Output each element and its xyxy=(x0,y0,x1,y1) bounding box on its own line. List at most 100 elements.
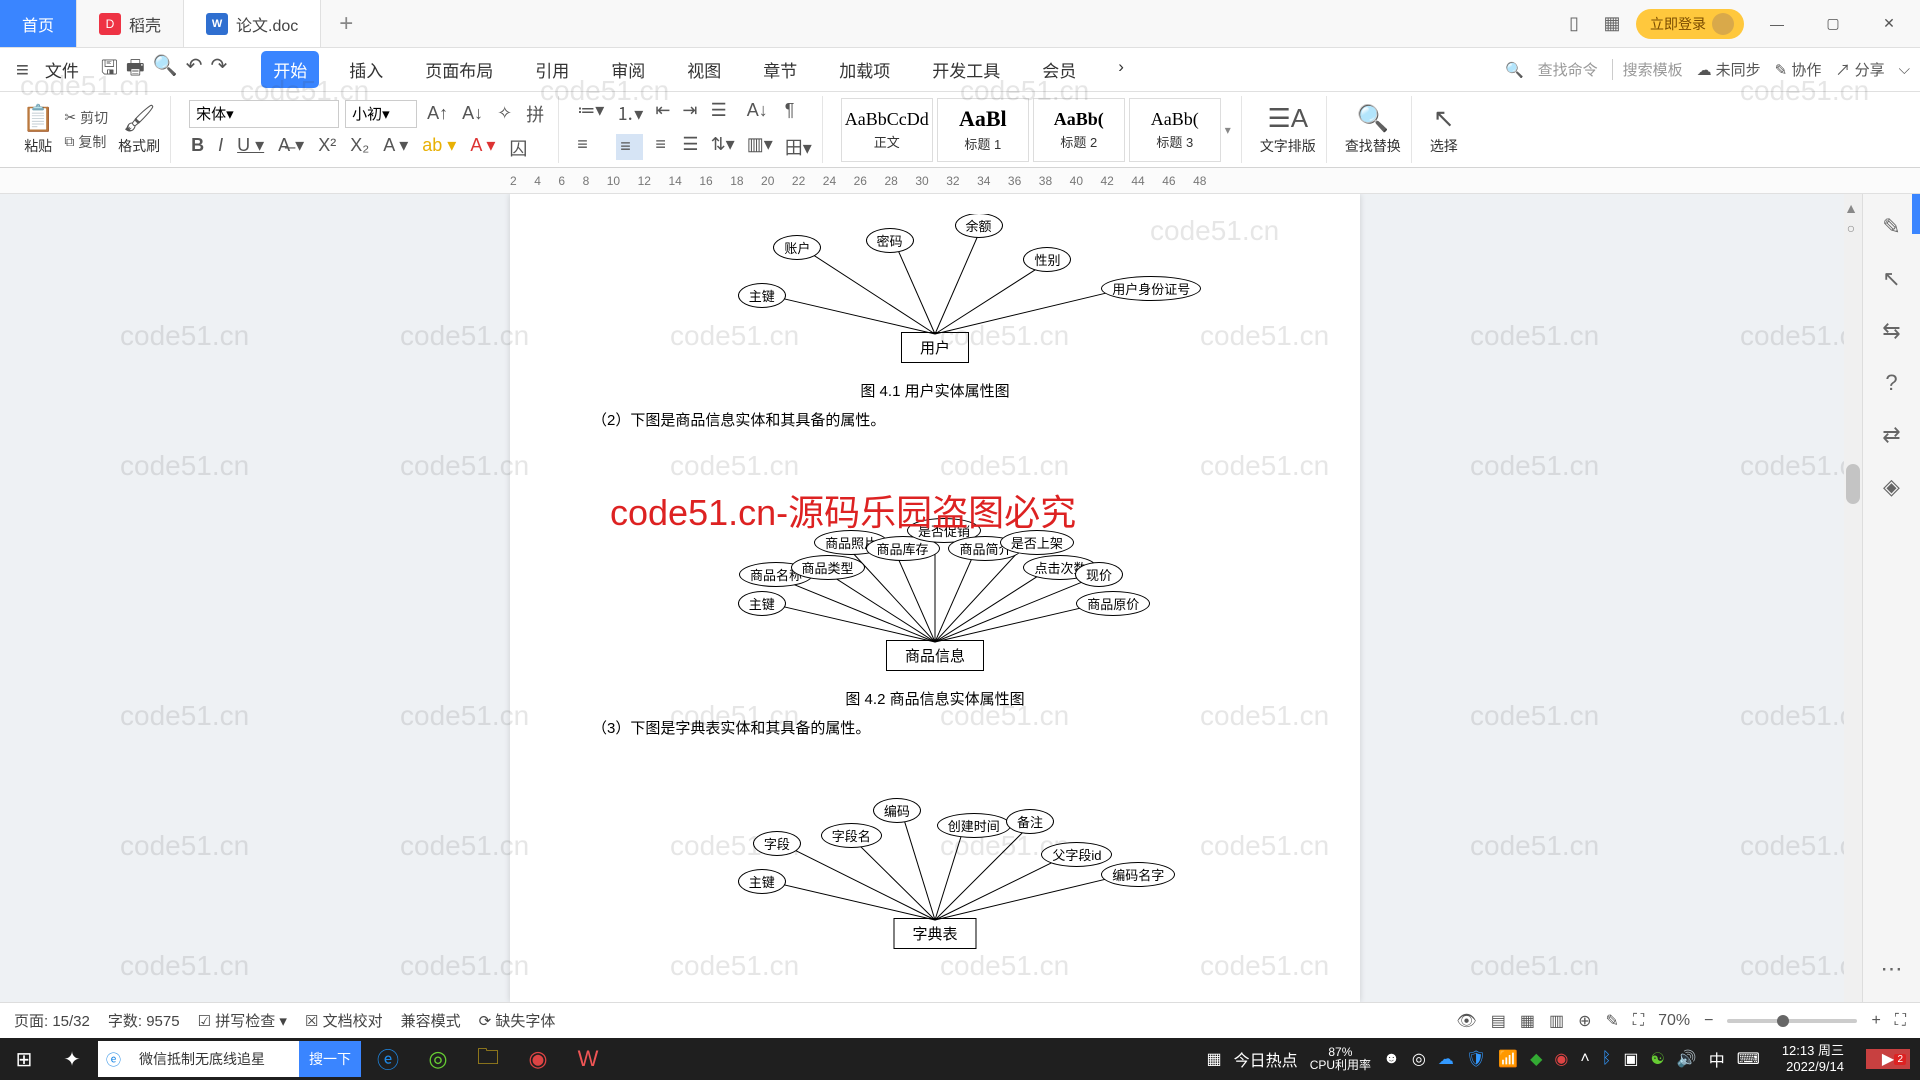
number-list[interactable]: ⒈▾ xyxy=(616,100,643,126)
copy-button[interactable]: ⧉ 复制 xyxy=(64,132,108,152)
zoom-fit-icon[interactable]: ⛶ xyxy=(1633,1012,1644,1030)
split-icon[interactable]: ▯ xyxy=(1560,10,1588,38)
location-icon[interactable]: ◈ xyxy=(1883,474,1900,500)
tray-ime[interactable]: 中 xyxy=(1709,1047,1725,1071)
collab-button[interactable]: ✎ 协作 xyxy=(1775,59,1822,80)
sort[interactable]: A↓ xyxy=(747,100,773,126)
notes-icon[interactable]: ✎ xyxy=(1605,1011,1618,1031)
scroll-thumb[interactable] xyxy=(1846,464,1860,504)
search-command[interactable]: 查找命令 xyxy=(1538,59,1598,80)
justify[interactable]: ☰ xyxy=(682,134,698,160)
style-h2[interactable]: AaBb(标题 2 xyxy=(1033,98,1125,162)
redo-icon[interactable]: ↷ xyxy=(210,53,227,87)
tray-grid-icon[interactable]: ▦ xyxy=(1207,1049,1222,1069)
file-menu[interactable]: 文件 xyxy=(37,57,87,82)
font-color[interactable]: A ▾ xyxy=(468,135,497,161)
tray-icon1[interactable]: ☻ xyxy=(1383,1050,1400,1068)
tab-reference[interactable]: 引用 xyxy=(523,51,581,88)
taskbar-clock[interactable]: 12:13 周三 2022/9/14 xyxy=(1772,1043,1854,1074)
text-layout-button[interactable]: ☰A文字排版 xyxy=(1260,103,1316,156)
missing-fonts[interactable]: ⟳ 缺失字体 xyxy=(479,1010,556,1031)
find-replace-button[interactable]: 🔍查找替换 xyxy=(1345,103,1401,156)
tray-volume-icon[interactable]: 🔊 xyxy=(1677,1049,1697,1069)
minimize-button[interactable]: — xyxy=(1754,4,1800,44)
sync-status[interactable]: ☁未同步 xyxy=(1697,59,1761,80)
zoom-slider[interactable] xyxy=(1727,1019,1857,1023)
increase-font[interactable]: A↑ xyxy=(423,101,452,126)
tab-insert[interactable]: 插入 xyxy=(337,51,395,88)
more-icon[interactable]: ⋯ xyxy=(1881,956,1903,982)
paste-button[interactable]: 📋粘贴 xyxy=(22,103,54,156)
outdent[interactable]: ⇤ xyxy=(655,100,670,126)
app-360[interactable]: ◎ xyxy=(413,1038,463,1080)
grid-icon[interactable]: ▦ xyxy=(1598,10,1626,38)
tray-icon5[interactable]: ◆ xyxy=(1530,1049,1542,1069)
view-web-icon[interactable]: ▥ xyxy=(1549,1011,1564,1031)
zoom-thumb[interactable] xyxy=(1777,1015,1789,1027)
tray-hot[interactable]: 今日热点 xyxy=(1234,1047,1298,1071)
ruler[interactable]: 2468101214161820222426283032343638404244… xyxy=(0,168,1920,194)
hamburger-icon[interactable]: ≡ xyxy=(10,57,35,83)
style-h1[interactable]: AaBl标题 1 xyxy=(937,98,1029,162)
scroll-up-icon[interactable]: ▲ xyxy=(1844,200,1858,216)
translate-icon[interactable]: ⇄ xyxy=(1882,422,1900,448)
indent[interactable]: ⇥ xyxy=(682,100,698,126)
search-cmd-icon[interactable]: 🔍 xyxy=(1505,61,1524,79)
strike-button[interactable]: A̶ ▾ xyxy=(276,135,306,161)
tab-document[interactable]: W 论文.doc xyxy=(184,0,321,47)
eye-icon[interactable]: 👁 xyxy=(1456,1011,1476,1031)
borders[interactable]: 田▾ xyxy=(785,134,812,160)
select-button[interactable]: ↖选择 xyxy=(1430,103,1458,156)
zoom-value[interactable]: 70% xyxy=(1658,1012,1690,1030)
tab-addin[interactable]: 加载项 xyxy=(827,51,902,88)
asian-layout[interactable]: ☰ xyxy=(711,100,735,126)
maximize-button[interactable]: ▢ xyxy=(1810,4,1856,44)
tray-icon2[interactable]: ◎ xyxy=(1412,1049,1426,1069)
app-music[interactable]: ◉ xyxy=(513,1038,563,1080)
tray-icon3[interactable]: ☁ xyxy=(1438,1049,1454,1069)
tab-layout[interactable]: 页面布局 xyxy=(413,51,505,88)
align-right[interactable]: ≡ xyxy=(655,134,670,160)
fullscreen-icon[interactable]: ⛶ xyxy=(1895,1012,1906,1030)
view-page-icon[interactable]: ▤ xyxy=(1491,1011,1506,1031)
tray-bt-icon[interactable]: ᛒ xyxy=(1602,1050,1612,1068)
slider-icon[interactable]: ⇆ xyxy=(1882,318,1900,344)
app-ie[interactable]: ⓔ xyxy=(363,1038,413,1080)
tray-icon4[interactable]: 🛡 xyxy=(1466,1049,1486,1069)
tray-up-icon[interactable]: ˄ xyxy=(1580,1050,1589,1068)
tab-view[interactable]: 视图 xyxy=(675,51,733,88)
vertical-scrollbar[interactable] xyxy=(1844,194,1862,1002)
tab-dock[interactable]: D 稻壳 xyxy=(77,0,184,47)
font-name-select[interactable]: 宋体 ▾ xyxy=(189,100,339,128)
app-explorer[interactable]: 🗀 xyxy=(463,1038,513,1080)
bold-button[interactable]: B xyxy=(189,135,206,161)
undo-icon[interactable]: ↶ xyxy=(186,53,203,87)
font-size-select[interactable]: 小初 ▾ xyxy=(345,100,417,128)
decrease-font[interactable]: A↓ xyxy=(458,101,487,126)
tab-start[interactable]: 开始 xyxy=(261,51,319,88)
style-h3[interactable]: AaBb(标题 3 xyxy=(1129,98,1221,162)
tray-icon7[interactable]: ▣ xyxy=(1623,1049,1638,1069)
ribbon-toggle[interactable]: ⌵ xyxy=(1899,61,1910,78)
search-go[interactable]: 搜一下 xyxy=(299,1041,361,1077)
close-button[interactable]: ✕ xyxy=(1866,4,1912,44)
print-icon[interactable]: 🖶 xyxy=(126,53,145,87)
tab-review[interactable]: 审阅 xyxy=(599,51,657,88)
underline-button[interactable]: U ▾ xyxy=(235,135,266,161)
tray-icon8[interactable]: ☯ xyxy=(1650,1049,1664,1069)
show-marks[interactable]: ¶ xyxy=(785,100,812,126)
save-icon[interactable]: 🖫 xyxy=(101,53,118,87)
copilot-icon[interactable]: ✦ xyxy=(48,1038,96,1080)
tab-section[interactable]: 章节 xyxy=(751,51,809,88)
text-effects[interactable]: A ▾ xyxy=(381,135,410,161)
tab-home[interactable]: 首页 xyxy=(0,0,77,47)
phonetic[interactable]: 拼 xyxy=(522,99,548,129)
tray-keyboard-icon[interactable]: ⌨ xyxy=(1737,1049,1760,1069)
clear-format[interactable]: ✧ xyxy=(493,101,516,126)
tab-new[interactable]: + xyxy=(321,0,371,47)
format-painter-button[interactable]: 🖌格式刷 xyxy=(118,103,160,156)
share-button[interactable]: ↗ 分享 xyxy=(1835,59,1884,80)
tab-more[interactable]: › xyxy=(1106,51,1136,88)
start-button[interactable]: ⊞ xyxy=(0,1038,48,1080)
subscript-button[interactable]: X₂ xyxy=(348,135,371,161)
